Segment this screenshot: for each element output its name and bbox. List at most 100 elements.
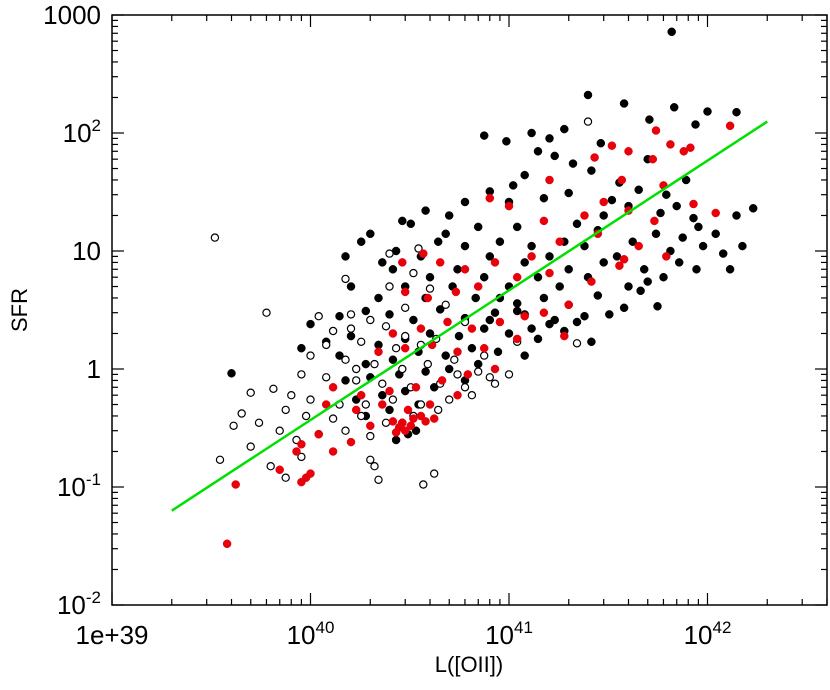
- data-point-s2-80: [297, 440, 306, 449]
- data-point-s0-142: [605, 310, 614, 319]
- data-point-s0-34: [473, 222, 483, 232]
- x-tick-label: 1041: [485, 618, 533, 650]
- data-point-s2-89: [222, 539, 232, 549]
- data-point-s2-58: [411, 383, 421, 392]
- data-point-s1-71: [441, 300, 450, 309]
- data-point-s0-90: [490, 308, 500, 317]
- data-point-s1-23: [297, 370, 306, 379]
- data-point-s2-10: [617, 175, 627, 185]
- data-point-s0-40: [678, 233, 687, 242]
- data-point-s2-3: [607, 141, 617, 150]
- y-tick-label: 10: [72, 236, 101, 266]
- data-point-s2-86: [346, 437, 356, 447]
- data-point-s0-70: [453, 265, 462, 274]
- data-point-s2-28: [490, 258, 500, 267]
- data-point-s2-5: [679, 147, 689, 156]
- data-point-s1-13: [391, 344, 401, 353]
- data-point-s0-138: [512, 306, 522, 316]
- data-point-s0-24: [539, 193, 549, 203]
- data-point-s0-100: [533, 334, 543, 344]
- data-point-s0-10: [479, 131, 489, 140]
- data-point-s0-156: [421, 206, 430, 215]
- data-point-s2-54: [374, 347, 383, 357]
- data-point-s1-42: [357, 411, 366, 421]
- data-point-s0-60: [599, 258, 608, 267]
- data-point-s1-74: [385, 282, 394, 291]
- data-point-s2-72: [406, 421, 416, 431]
- data-point-s0-14: [533, 147, 543, 156]
- data-point-s0-37: [366, 229, 375, 239]
- data-point-s1-20: [423, 359, 432, 369]
- data-point-s0-96: [335, 311, 344, 321]
- data-point-s2-49: [512, 334, 522, 344]
- data-point-s1-37: [416, 400, 426, 409]
- data-point-s0-41: [711, 229, 720, 239]
- data-point-s2-69: [409, 414, 418, 423]
- data-point-s1-61: [370, 462, 379, 471]
- data-point-s0-110: [467, 343, 477, 353]
- data-point-s0-23: [662, 190, 671, 199]
- data-point-s0-83: [593, 291, 603, 300]
- data-point-s0-50: [460, 241, 470, 251]
- data-point-s2-63: [425, 400, 435, 409]
- data-point-s0-9: [527, 128, 536, 138]
- data-point-s0-22: [634, 185, 643, 195]
- data-point-s1-3: [385, 249, 394, 258]
- data-point-s2-22: [555, 237, 564, 246]
- data-point-s0-98: [479, 324, 489, 333]
- data-point-s2-20: [650, 216, 659, 226]
- data-point-s1-57: [266, 462, 275, 471]
- data-point-s0-85: [636, 286, 645, 296]
- data-point-s1-59: [297, 452, 306, 462]
- data-point-s0-6: [645, 115, 654, 124]
- data-point-s0-51: [433, 237, 443, 246]
- data-point-s2-23: [634, 241, 643, 251]
- data-point-s1-19: [398, 364, 407, 374]
- data-point-s0-128: [378, 390, 387, 400]
- data-point-s2-19: [539, 216, 549, 226]
- data-point-s1-65: [453, 370, 462, 379]
- data-point-s0-115: [388, 355, 398, 364]
- data-point-s2-61: [328, 383, 338, 392]
- data-point-s0-135: [391, 435, 401, 445]
- data-point-s1-8: [366, 315, 375, 325]
- data-point-s1-80: [246, 388, 255, 397]
- data-point-s0-67: [533, 272, 543, 282]
- fit-line: [171, 120, 768, 512]
- data-point-s2-57: [437, 376, 447, 385]
- data-point-s2-30: [435, 258, 445, 267]
- data-point-s0-137: [485, 315, 495, 325]
- data-point-s0-55: [356, 237, 366, 246]
- x-tick-label: 1e+39: [75, 620, 148, 650]
- data-point-s0-36: [406, 219, 416, 229]
- data-point-s0-145: [718, 249, 728, 258]
- data-point-s1-54: [229, 421, 238, 430]
- y-tick-label: 10-1: [57, 470, 101, 502]
- data-point-s1-6: [314, 312, 323, 321]
- data-point-s1-51: [341, 426, 350, 435]
- data-point-s0-42: [698, 241, 708, 251]
- data-point-s0-19: [520, 170, 529, 180]
- data-point-s1-55: [215, 455, 225, 464]
- data-point-s1-46: [237, 409, 246, 418]
- data-point-s2-51: [453, 347, 462, 357]
- data-point-s2-13: [711, 208, 720, 218]
- data-point-s2-66: [351, 405, 361, 415]
- data-point-s0-112: [520, 351, 529, 360]
- data-point-s0-56: [485, 252, 495, 261]
- y-tick-label: 102: [63, 116, 101, 148]
- y-tick-label: 10-2: [57, 588, 101, 620]
- data-point-s2-11: [545, 175, 554, 185]
- data-point-s1-32: [287, 391, 296, 400]
- data-point-s0-30: [599, 211, 608, 220]
- data-point-s2-60: [356, 390, 366, 400]
- data-point-s2-85: [275, 465, 284, 475]
- data-point-s1-24: [322, 373, 331, 382]
- data-point-s0-4: [703, 107, 712, 116]
- data-point-s1-26: [378, 379, 387, 388]
- data-point-s0-29: [656, 208, 665, 218]
- data-point-s0-134: [411, 426, 421, 435]
- data-point-s2-12: [689, 199, 698, 209]
- data-point-s2-29: [460, 265, 470, 274]
